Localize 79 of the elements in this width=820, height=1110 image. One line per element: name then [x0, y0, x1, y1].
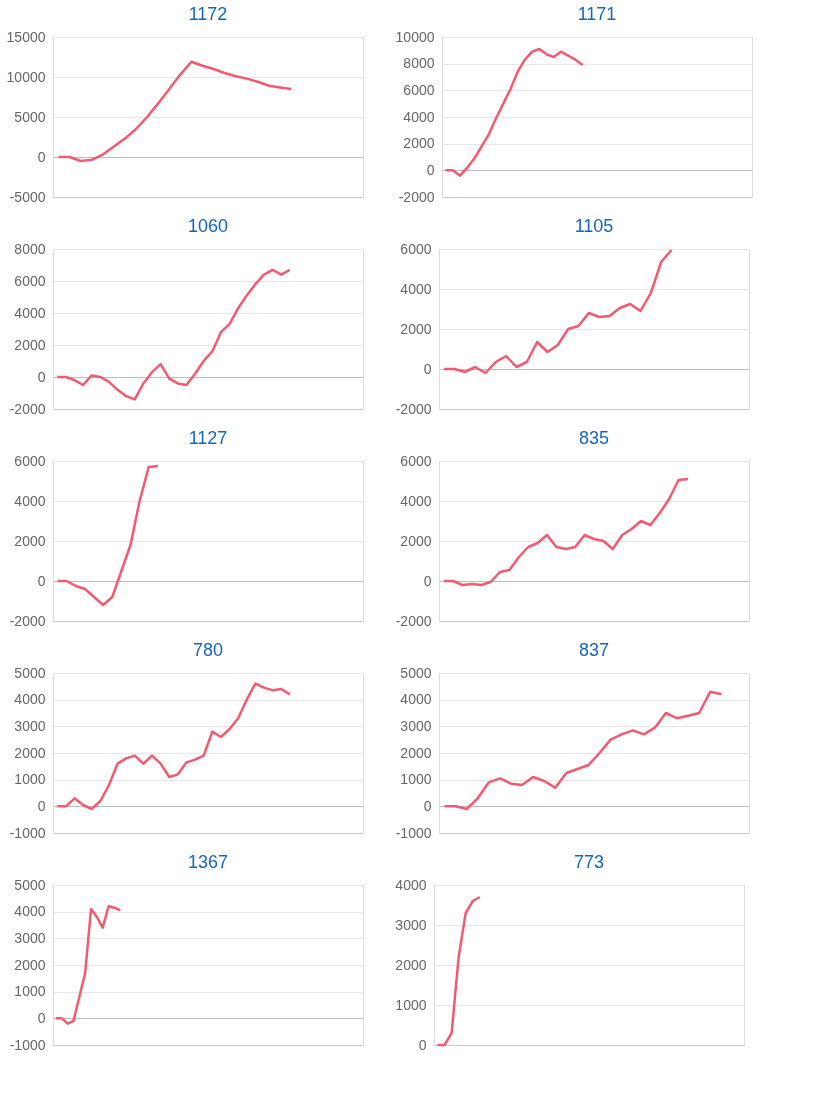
y-tick-label: 0	[423, 572, 432, 589]
y-tick-label: 5000	[14, 108, 46, 125]
y-tick-label: 5000	[400, 664, 432, 681]
y-tick-label: 4000	[14, 304, 46, 321]
y-tick-label: 10000	[395, 28, 435, 45]
chart-title: 835	[578, 428, 610, 448]
y-tick-label: 4000	[395, 876, 427, 893]
line-series	[56, 268, 292, 401]
y-tick-label: 15000	[6, 28, 46, 45]
line-series	[56, 464, 160, 607]
y-tick-label: 4000	[403, 108, 435, 125]
y-tick-label: 5000	[14, 876, 46, 893]
line-series	[442, 477, 690, 587]
y-tick-label: 6000	[14, 452, 46, 469]
y-tick-label: -2000	[9, 400, 46, 417]
y-tick-label: 0	[37, 1009, 46, 1026]
y-tick-label: 6000	[14, 272, 46, 289]
y-tick-label: -2000	[398, 188, 435, 205]
y-tick-label: -1000	[9, 824, 46, 841]
y-tick-label: 4000	[14, 691, 46, 708]
y-tick-label: 1000	[400, 771, 432, 788]
y-tick-label: -2000	[395, 612, 432, 629]
line-series	[54, 905, 122, 1025]
y-tick-label: 5000	[14, 664, 46, 681]
y-tick-label: 6000	[403, 81, 435, 98]
y-tick-label: 4000	[400, 691, 432, 708]
y-tick-label: 6000	[400, 240, 432, 257]
chart-title: 780	[192, 640, 224, 660]
chart-title: 1105	[574, 216, 614, 236]
y-tick-label: 4000	[400, 280, 432, 297]
y-tick-label: 0	[37, 572, 46, 589]
y-tick-label: 2000	[400, 532, 432, 549]
y-tick-label: 3000	[14, 717, 46, 734]
y-tick-label: -1000	[9, 1036, 46, 1053]
y-tick-label: 4000	[14, 903, 46, 920]
line-series	[57, 60, 293, 163]
y-tick-label: 10000	[6, 68, 46, 85]
line-series	[442, 248, 673, 375]
y-tick-label: -2000	[9, 612, 46, 629]
y-tick-label: 2000	[400, 320, 432, 337]
chart-title: 1367	[187, 852, 229, 872]
y-tick-label: 1000	[14, 771, 46, 788]
y-tick-label: 3000	[14, 929, 46, 946]
chart-title: 1171	[577, 4, 617, 24]
y-tick-label: 0	[37, 797, 46, 814]
chart-title: 1060	[187, 216, 229, 236]
y-tick-label: 2000	[14, 744, 46, 761]
y-tick-label: 0	[423, 797, 432, 814]
y-tick-label: 8000	[403, 55, 435, 72]
y-tick-label: 2000	[403, 135, 435, 152]
line-series	[56, 682, 292, 811]
chart-title: 773	[573, 852, 605, 872]
y-tick-label: -5000	[9, 188, 46, 205]
line-series	[443, 690, 723, 811]
y-tick-label: 2000	[400, 744, 432, 761]
y-tick-label: 6000	[400, 452, 432, 469]
y-tick-label: 0	[426, 161, 435, 178]
y-tick-label: 3000	[400, 717, 432, 734]
chart-title: 1172	[188, 4, 228, 24]
y-tick-label: 1000	[14, 983, 46, 1000]
y-tick-label: 2000	[14, 956, 46, 973]
y-tick-label: 0	[418, 1036, 427, 1053]
y-tick-label: 3000	[395, 916, 427, 933]
y-tick-label: 2000	[395, 956, 427, 973]
y-tick-label: -2000	[395, 400, 432, 417]
y-tick-label: 2000	[14, 336, 46, 353]
y-tick-label: 4000	[400, 492, 432, 509]
chart-title: 837	[578, 640, 610, 660]
y-tick-label: 0	[37, 368, 46, 385]
y-tick-label: 2000	[14, 532, 46, 549]
y-tick-label: 0	[423, 360, 432, 377]
y-tick-label: 0	[37, 148, 46, 165]
chart-title: 1127	[188, 428, 228, 448]
line-series	[444, 47, 584, 177]
y-tick-label: -1000	[395, 824, 432, 841]
y-tick-label: 4000	[14, 492, 46, 509]
line-series	[436, 895, 482, 1047]
y-tick-label: 8000	[14, 240, 46, 257]
y-tick-label: 1000	[395, 996, 427, 1013]
